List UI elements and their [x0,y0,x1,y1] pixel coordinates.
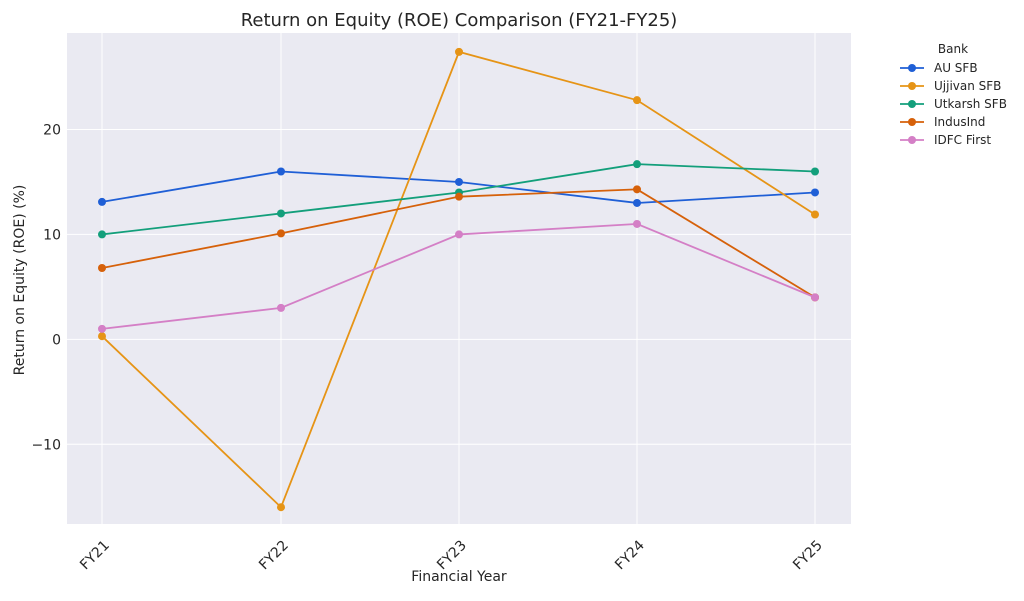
legend-item: IndusInd [900,115,985,129]
legend-item: IDFC First [900,133,991,147]
legend: Bank AU SFB Ujjivan SFB Utkarsh SFB IndusIn… [900,42,1007,147]
data-point [811,167,819,176]
legend-label: IDFC First [934,133,991,147]
data-point [277,229,285,238]
x-axis-label: Financial Year [411,569,507,585]
legend-title: Bank [938,42,968,56]
y-tick-label: 0 [52,332,61,348]
legend-item: Ujjivan SFB [900,79,1001,93]
data-point [811,210,819,219]
x-tick-label: FY21 [77,538,113,574]
legend-marker [908,100,916,108]
data-point [455,192,463,201]
data-point [98,332,106,341]
legend-label: AU SFB [934,61,978,75]
legend-item: Utkarsh SFB [900,97,1007,111]
data-point [277,503,285,512]
data-point [98,324,106,333]
series-layer [98,47,819,512]
x-tick-label: FY22 [256,538,292,574]
x-tick-label: FY25 [790,538,826,574]
data-point [277,209,285,218]
data-point [98,197,106,206]
x-tick-label: FY24 [612,537,648,573]
data-point [811,188,819,197]
legend-marker [908,118,916,126]
data-point [98,230,106,239]
data-point [811,293,819,302]
y-tick-label: −10 [31,437,61,453]
grid [67,33,851,524]
y-axis-label: Return on Equity (ROE) (%) [12,185,28,376]
data-point [98,264,106,273]
x-tick-label: FY23 [434,538,470,574]
series-ujjivan-sfb [98,47,819,512]
legend-item: AU SFB [900,61,978,75]
legend-marker [908,82,916,90]
series-indusind [98,185,819,302]
data-point [633,198,641,207]
legend-marker [908,64,916,72]
legend-label: Utkarsh SFB [934,97,1007,111]
y-tick-label: 10 [43,227,61,243]
data-point [455,177,463,186]
data-point [633,160,641,169]
legend-label: IndusInd [934,115,985,129]
legend-marker [908,136,916,144]
data-point [633,96,641,105]
data-point [277,303,285,312]
legend-label: Ujjivan SFB [934,79,1001,93]
series-au-sfb [98,167,819,207]
data-point [455,47,463,56]
y-tick-label: 20 [43,123,61,139]
legend-items: AU SFB Ujjivan SFB Utkarsh SFB IndusInd IDFC… [900,61,1007,147]
series-idfc-first [98,219,819,333]
chart-title: Return on Equity (ROE) Comparison (FY21-… [241,10,678,31]
data-point [633,219,641,228]
data-point [455,230,463,239]
data-point [633,185,641,194]
data-point [277,167,285,176]
